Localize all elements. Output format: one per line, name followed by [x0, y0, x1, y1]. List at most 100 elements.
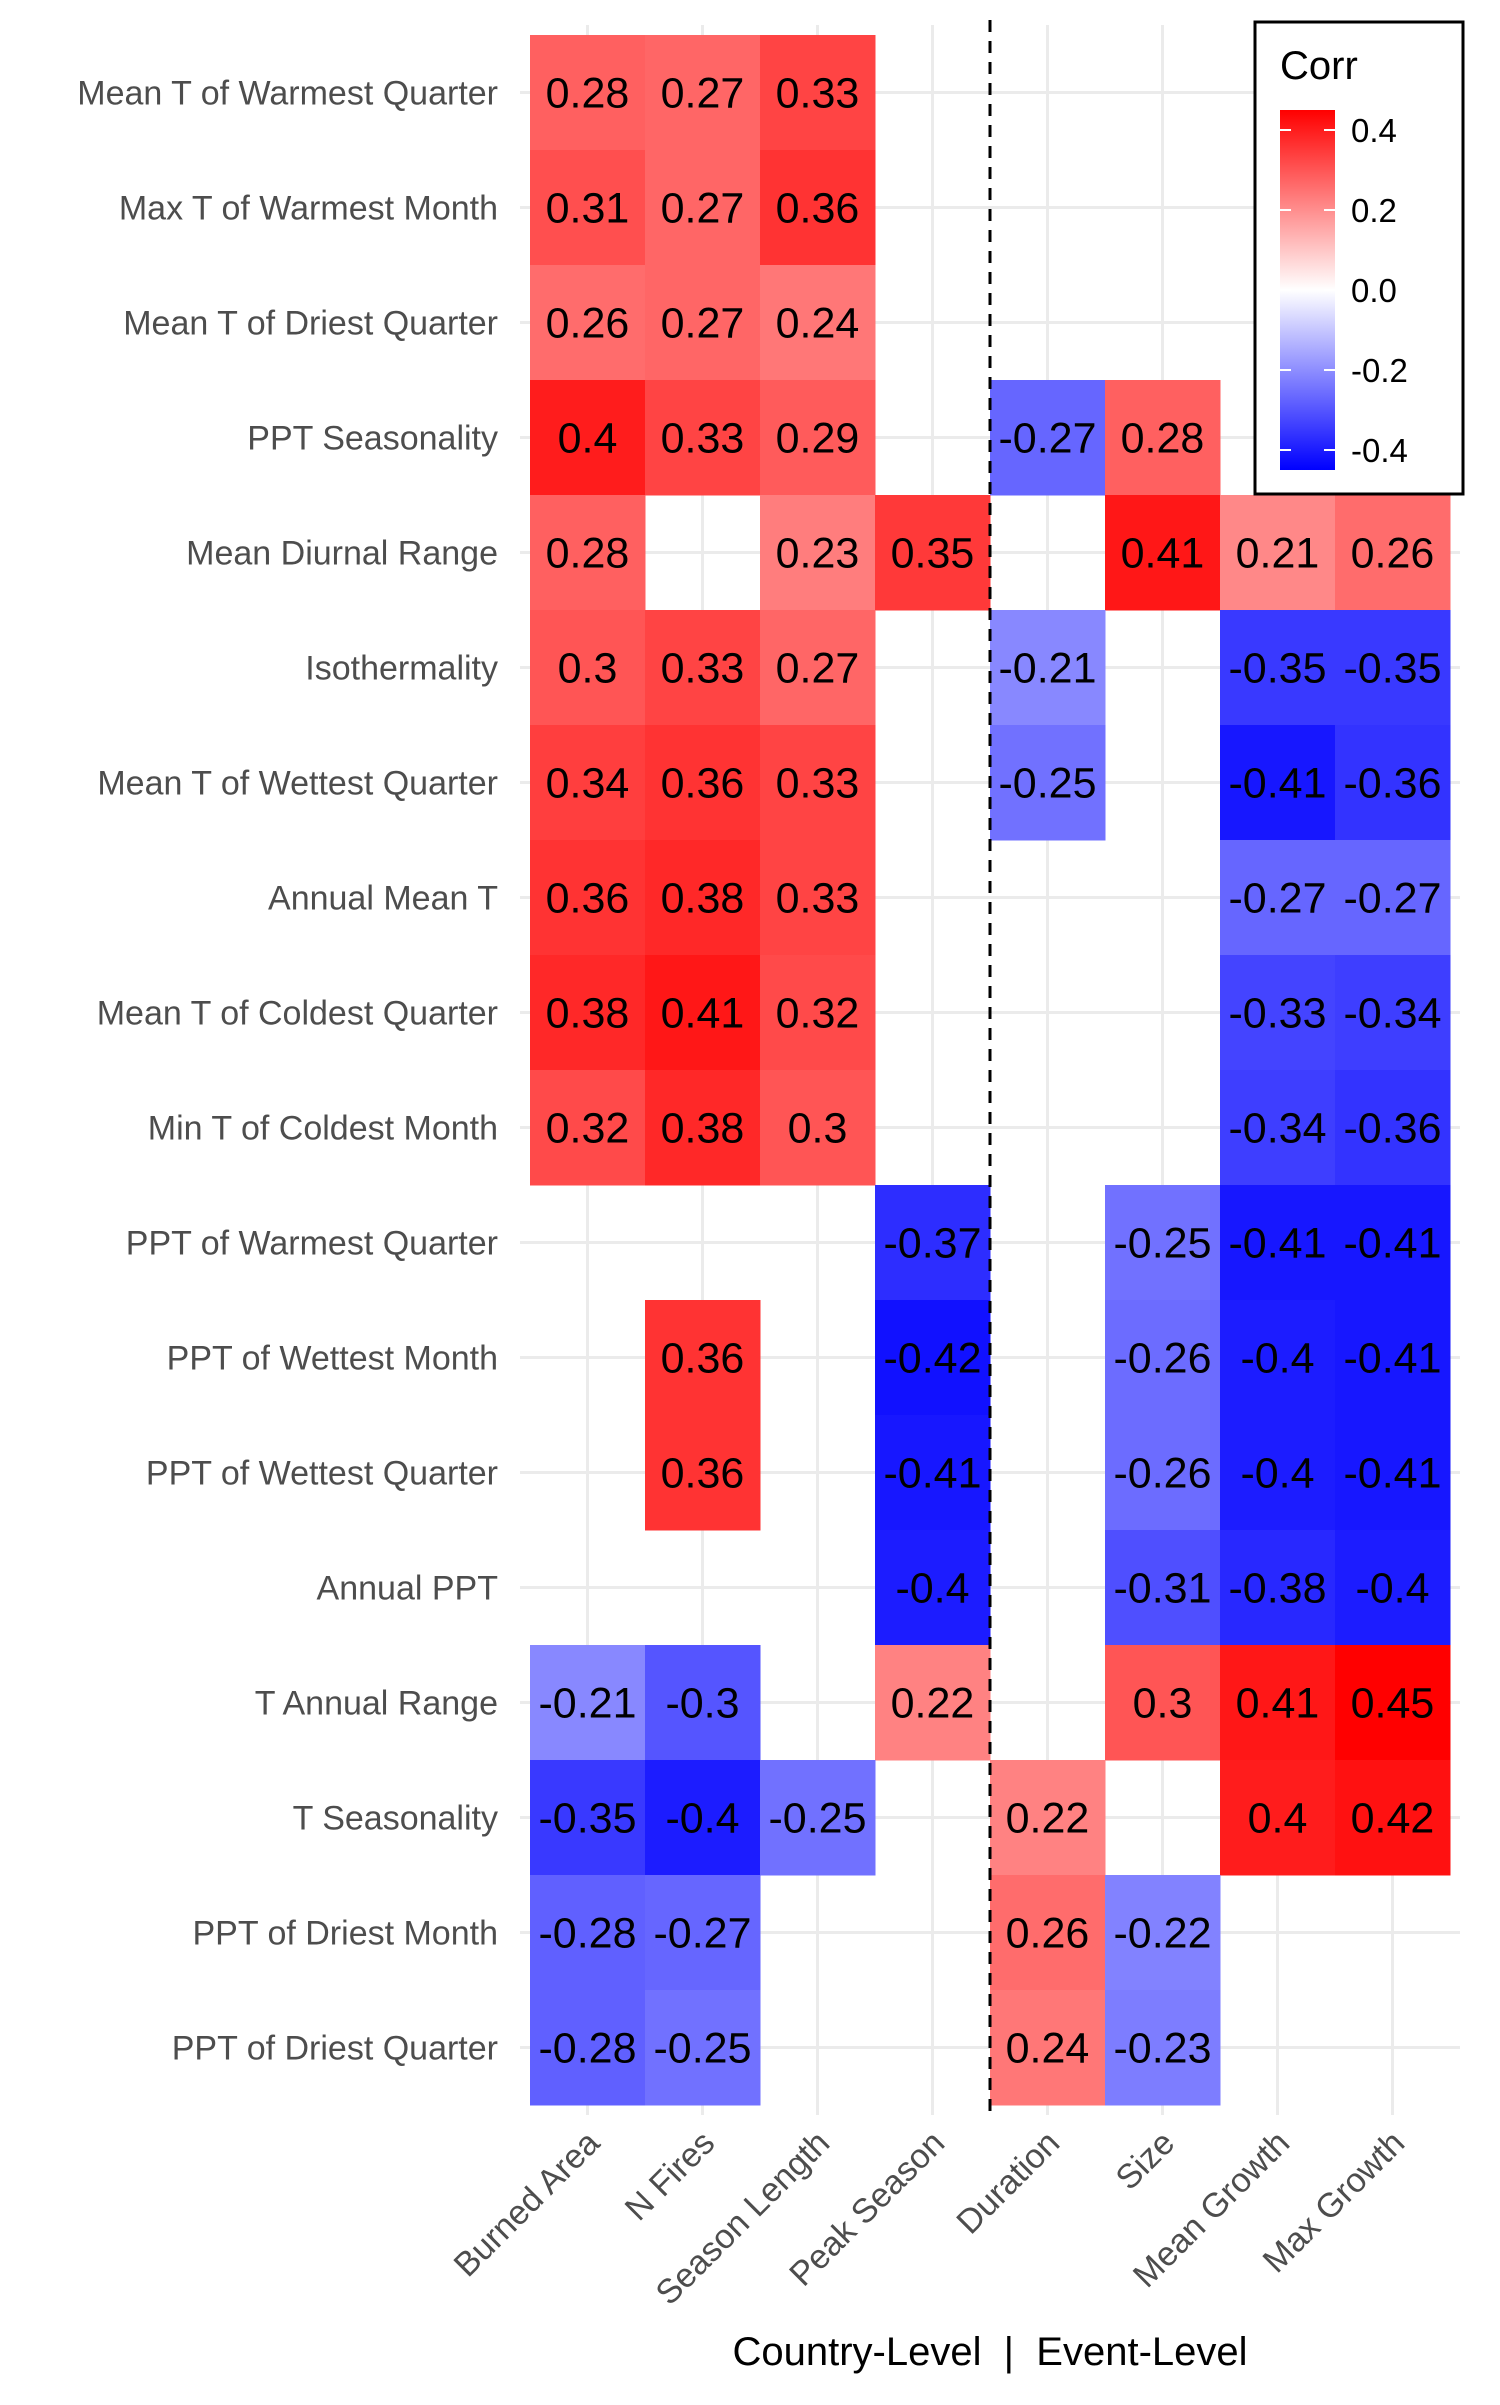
cell-value-label: 0.4: [558, 415, 618, 463]
heatmap-cell: [645, 1760, 761, 1876]
heatmap-cell: [645, 1300, 761, 1416]
y-tick-label: Mean T of Coldest Quarter: [97, 995, 498, 1033]
cell-value-label: 0.21: [1236, 530, 1320, 578]
heatmap-cell: [645, 380, 761, 496]
heatmap-cell: [1105, 1415, 1221, 1531]
cell-value-label: 0.36: [546, 875, 630, 923]
heatmap-cell: [530, 1645, 646, 1761]
heatmap-cell: [1220, 1530, 1336, 1646]
cell-value-label: -0.28: [538, 2025, 636, 2073]
heatmap-cell: [990, 1875, 1106, 1991]
legend-ticks: 0.4 0.2 0.0 -0.2 -0.4: [1280, 112, 1408, 469]
cell-value-label: 0.22: [1006, 1795, 1090, 1843]
cell-value-label: -0.25: [653, 2025, 751, 2073]
heatmap-cell: [645, 955, 761, 1071]
x-tick-label: Size: [1109, 2124, 1183, 2198]
cell-value-label: -0.41: [1228, 1220, 1326, 1268]
cell-value-label: 0.41: [1236, 1680, 1320, 1728]
cell-value-label: -0.26: [1113, 1450, 1211, 1498]
cell-value-label: 0.26: [1006, 1910, 1090, 1958]
heatmap-cell: [1220, 955, 1336, 1071]
cell-value-label: 0.27: [661, 70, 745, 118]
cell-value-label: -0.36: [1343, 1105, 1441, 1153]
cell-value-label: -0.36: [1343, 760, 1441, 808]
cell-value-label: -0.4: [895, 1565, 969, 1613]
y-tick-label: Mean T of Driest Quarter: [123, 305, 498, 343]
cell-value-label: -0.22: [1113, 1910, 1211, 1958]
heatmap-cell: [1335, 725, 1451, 841]
cell-value-label: 0.38: [661, 1105, 745, 1153]
cell-value-label: 0.27: [661, 185, 745, 233]
heatmap-cell: [645, 1070, 761, 1186]
heatmap-cell: [760, 495, 876, 611]
cell-value-label: -0.25: [998, 760, 1096, 808]
heatmap-cell: [1105, 1530, 1221, 1646]
heatmap-cell: [530, 380, 646, 496]
heatmap-cell: [1220, 1415, 1336, 1531]
heatmap-cell: [875, 1300, 991, 1416]
heatmap-cell: [1220, 1185, 1336, 1301]
heatmap-cell: [1335, 610, 1451, 726]
cell-value-label: -0.21: [538, 1680, 636, 1728]
legend-tick-label: -0.2: [1351, 352, 1408, 389]
heatmap-cell: [530, 1990, 646, 2106]
heatmap-cell: [645, 150, 761, 266]
cell-value-label: 0.27: [661, 300, 745, 348]
cell-value-label: 0.41: [661, 990, 745, 1038]
heatmap-cell: [1220, 1760, 1336, 1876]
heatmap-cell: [530, 265, 646, 381]
cell-value-label: -0.21: [998, 645, 1096, 693]
heatmap-cell: [760, 1070, 876, 1186]
cell-value-label: -0.35: [1228, 645, 1326, 693]
cell-value-label: -0.41: [883, 1450, 981, 1498]
y-tick-label: T Seasonality: [293, 1800, 498, 1838]
cell-value-label: 0.32: [546, 1105, 630, 1153]
heatmap-cell: [990, 725, 1106, 841]
cell-value-label: -0.35: [538, 1795, 636, 1843]
y-tick-label: PPT of Warmest Quarter: [126, 1225, 498, 1263]
cell-value-label: 0.33: [776, 760, 860, 808]
heatmap-cell: [1335, 1760, 1451, 1876]
heatmap-cell: [1335, 1415, 1451, 1531]
y-tick-label: Mean T of Wettest Quarter: [97, 765, 498, 803]
heatmap-cell: [645, 1415, 761, 1531]
heatmap-cell: [1220, 725, 1336, 841]
cell-value-label: -0.34: [1343, 990, 1441, 1038]
y-tick-label: T Annual Range: [255, 1685, 498, 1723]
heatmap-cell: [645, 35, 761, 151]
cell-value-label: 0.27: [776, 645, 860, 693]
heatmap-cell: [1220, 1645, 1336, 1761]
cell-value-label: 0.34: [546, 760, 630, 808]
heatmap-cell: [1105, 380, 1221, 496]
cell-value-label: -0.42: [883, 1335, 981, 1383]
heatmap-cell: [875, 1415, 991, 1531]
cell-value-label: -0.25: [1113, 1220, 1211, 1268]
heatmap-cell: [760, 840, 876, 956]
cell-value-label: -0.41: [1228, 760, 1326, 808]
cell-value-label: -0.37: [883, 1220, 981, 1268]
heatmap-cell: [760, 955, 876, 1071]
cell-value-label: 0.45: [1351, 1680, 1435, 1728]
heatmap-cell: [1105, 1300, 1221, 1416]
cell-value-label: -0.4: [1240, 1450, 1314, 1498]
y-tick-label: Min T of Coldest Month: [148, 1110, 498, 1148]
cell-value-label: 0.3: [788, 1105, 848, 1153]
cell-value-label: 0.36: [661, 760, 745, 808]
cell-value-label: -0.26: [1113, 1335, 1211, 1383]
heatmap-cell: [760, 1760, 876, 1876]
cell-value-label: 0.26: [546, 300, 630, 348]
heatmap-cell: [760, 380, 876, 496]
cell-value-label: 0.41: [1121, 530, 1205, 578]
heatmap-cell: [530, 150, 646, 266]
heatmap-cell: [1335, 495, 1451, 611]
heatmap-cell: [530, 1760, 646, 1876]
heatmap-cell: [645, 1875, 761, 1991]
y-tick-label: Mean Diurnal Range: [186, 535, 498, 573]
heatmap-cell: [875, 1530, 991, 1646]
cell-value-label: 0.24: [776, 300, 860, 348]
cell-value-label: 0.33: [661, 415, 745, 463]
cell-value-label: 0.23: [776, 530, 860, 578]
cell-value-label: 0.38: [661, 875, 745, 923]
